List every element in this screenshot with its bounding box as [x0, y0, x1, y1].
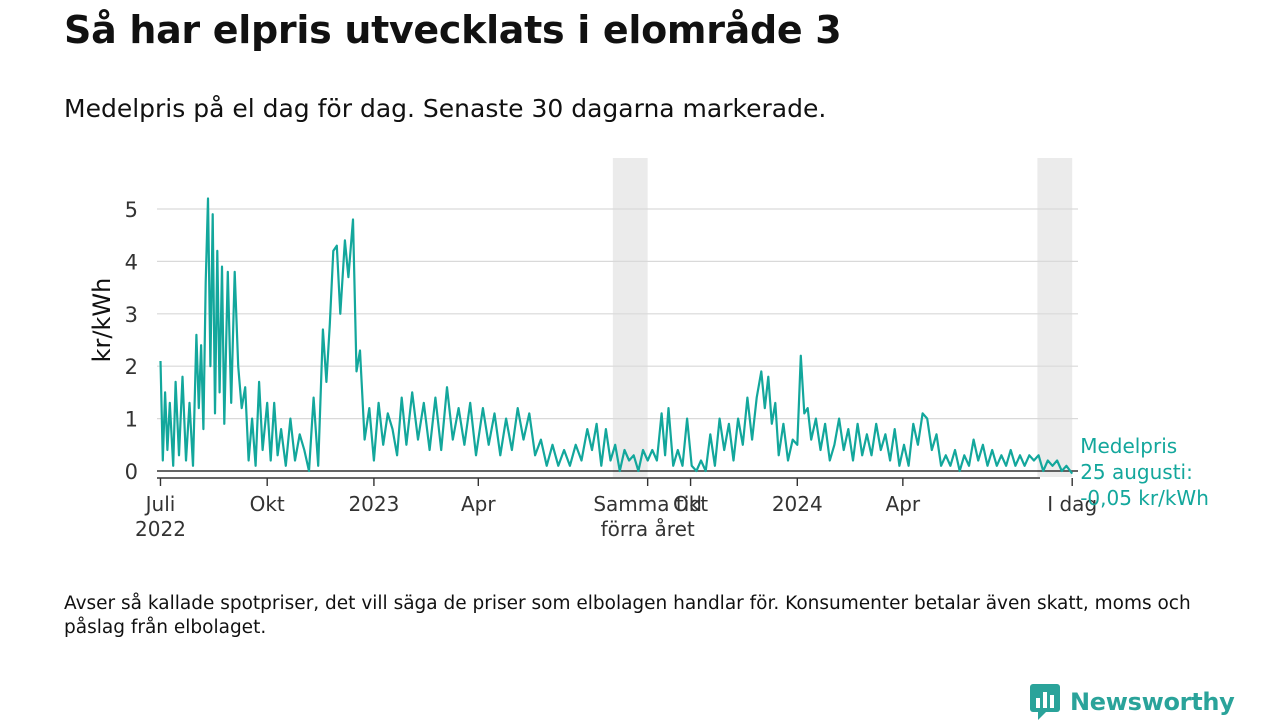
y-tick-label: 4	[125, 250, 138, 274]
y-tick-label: 5	[125, 198, 138, 222]
shaded-period-0	[612, 158, 648, 477]
bar-chart-icon	[1030, 684, 1060, 720]
y-tick-label: 3	[125, 303, 138, 327]
footnote: Avser så kallade spotpriser, det vill sä…	[64, 593, 1191, 638]
latest-value-annotation: Medelpris 25 augusti: -0,05 kr/kWh	[1080, 434, 1209, 510]
newsworthy-logo: Newsworthy	[1030, 684, 1235, 720]
x-tick-label: 2023	[348, 492, 399, 516]
grid-lines	[157, 208, 1078, 420]
chart-title: Så har elpris utvecklats i elområde 3	[64, 8, 842, 52]
brand-name: Newsworthy	[1070, 688, 1235, 716]
x-tick-label: Apr	[461, 492, 496, 516]
price-series-line	[159, 197, 1074, 475]
y-axis-label: kr/kWh	[88, 278, 116, 363]
chart-subtitle: Medelpris på el dag för dag. Senaste 30 …	[64, 94, 827, 123]
shaded-periods	[612, 158, 1073, 477]
y-tick-label: 2	[125, 355, 138, 379]
x-tick-label: Juli 2022	[135, 492, 186, 541]
y-axis-ticks: 0 1 2 3 4 5	[125, 198, 138, 484]
x-tick-label: Okt	[673, 492, 708, 516]
x-tick-label: 2024	[772, 492, 823, 516]
x-tick-label: I dag	[1047, 492, 1097, 516]
y-tick-label: 0	[125, 460, 138, 484]
x-tick-label: Apr	[886, 492, 921, 516]
price-chart: 0 1 2 3 4 5 Juli 2022 Okt 2023 Apr Samma tid förra …	[88, 158, 1209, 541]
x-tick-label: Okt	[250, 492, 285, 516]
x-tick-label: Samma tid förra året	[593, 492, 702, 541]
shaded-period-1	[1037, 158, 1073, 477]
y-tick-label: 1	[125, 408, 138, 432]
